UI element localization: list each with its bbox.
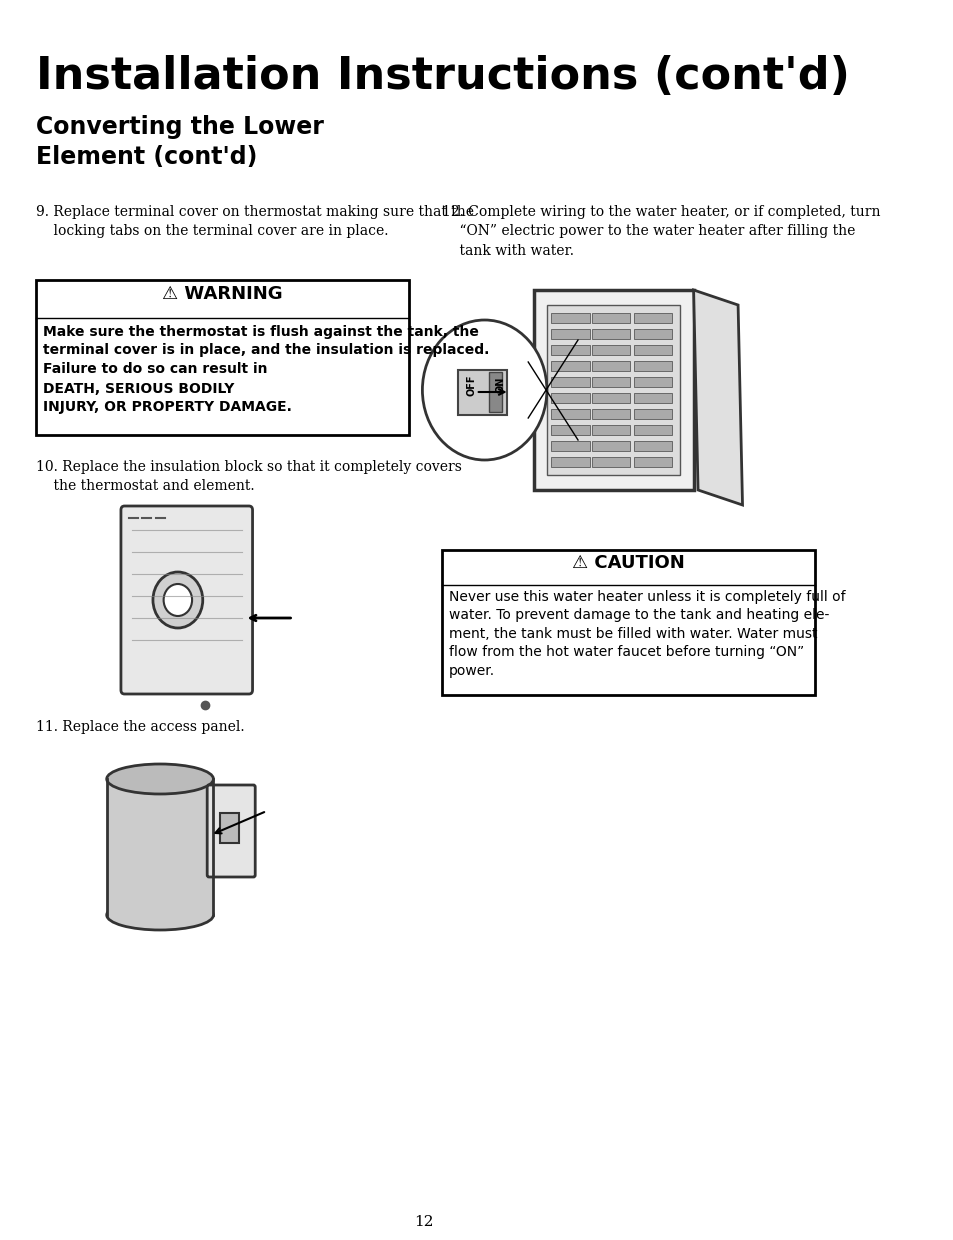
Bar [551, 377, 589, 387]
Bar [634, 458, 672, 467]
Bar [634, 425, 672, 435]
Bar [219, 813, 239, 843]
Text: 11. Replace the access panel.: 11. Replace the access panel. [35, 720, 244, 734]
Bar [592, 409, 630, 419]
Bar [489, 372, 502, 412]
Text: 10. Replace the insulation block so that it completely covers
    the thermostat: 10. Replace the insulation block so that… [35, 460, 461, 494]
Text: 9. Replace terminal cover on thermostat making sure that the
    locking tabs on: 9. Replace terminal cover on thermostat … [35, 205, 473, 238]
Bar [551, 409, 589, 419]
Bar [634, 312, 672, 322]
FancyBboxPatch shape [35, 280, 409, 435]
Bar [592, 441, 630, 451]
Text: ⚠ CAUTION: ⚠ CAUTION [572, 554, 684, 572]
Bar [634, 393, 672, 403]
Text: 12. Complete wiring to the water heater, or if completed, turn
    “ON” electric: 12. Complete wiring to the water heater,… [441, 205, 880, 258]
Bar [592, 425, 630, 435]
FancyBboxPatch shape [121, 506, 253, 694]
Text: Installation Instructions (cont'd): Installation Instructions (cont'd) [35, 55, 849, 98]
Text: ⚠ WARNING: ⚠ WARNING [162, 285, 282, 303]
Bar [551, 441, 589, 451]
Text: Converting the Lower
Element (cont'd): Converting the Lower Element (cont'd) [35, 115, 323, 169]
Bar [592, 312, 630, 322]
Text: OFF: OFF [466, 374, 476, 396]
Ellipse shape [107, 764, 213, 794]
Bar [592, 377, 630, 387]
Bar [551, 329, 589, 339]
Text: Make sure the thermostat is flush against the tank, the
terminal cover is in pla: Make sure the thermostat is flush agains… [43, 325, 489, 376]
Bar [551, 393, 589, 403]
Bar [457, 370, 506, 415]
FancyBboxPatch shape [441, 551, 815, 694]
Bar [592, 329, 630, 339]
Text: Never use this water heater unless it is completely full of
water. To prevent da: Never use this water heater unless it is… [449, 590, 844, 677]
Bar [551, 312, 589, 322]
Bar [634, 441, 672, 451]
Bar [107, 779, 213, 915]
Bar [634, 345, 672, 355]
Circle shape [422, 320, 546, 460]
Circle shape [164, 584, 192, 616]
Polygon shape [693, 290, 741, 505]
Bar [551, 458, 589, 467]
Ellipse shape [107, 900, 213, 930]
Bar [551, 345, 589, 355]
Bar [592, 345, 630, 355]
Bar [634, 377, 672, 387]
FancyBboxPatch shape [533, 290, 693, 490]
FancyBboxPatch shape [207, 785, 255, 877]
Bar [592, 393, 630, 403]
Circle shape [152, 572, 203, 627]
Bar [551, 425, 589, 435]
Text: 12: 12 [414, 1215, 434, 1229]
Bar [551, 361, 589, 371]
Text: ON: ON [496, 377, 505, 393]
Bar [592, 361, 630, 371]
Text: DEATH, SERIOUS BODILY
INJURY, OR PROPERTY DAMAGE.: DEATH, SERIOUS BODILY INJURY, OR PROPERT… [43, 382, 292, 414]
Bar [634, 409, 672, 419]
Bar [634, 329, 672, 339]
Bar [592, 458, 630, 467]
Bar [634, 361, 672, 371]
Bar [546, 305, 679, 475]
